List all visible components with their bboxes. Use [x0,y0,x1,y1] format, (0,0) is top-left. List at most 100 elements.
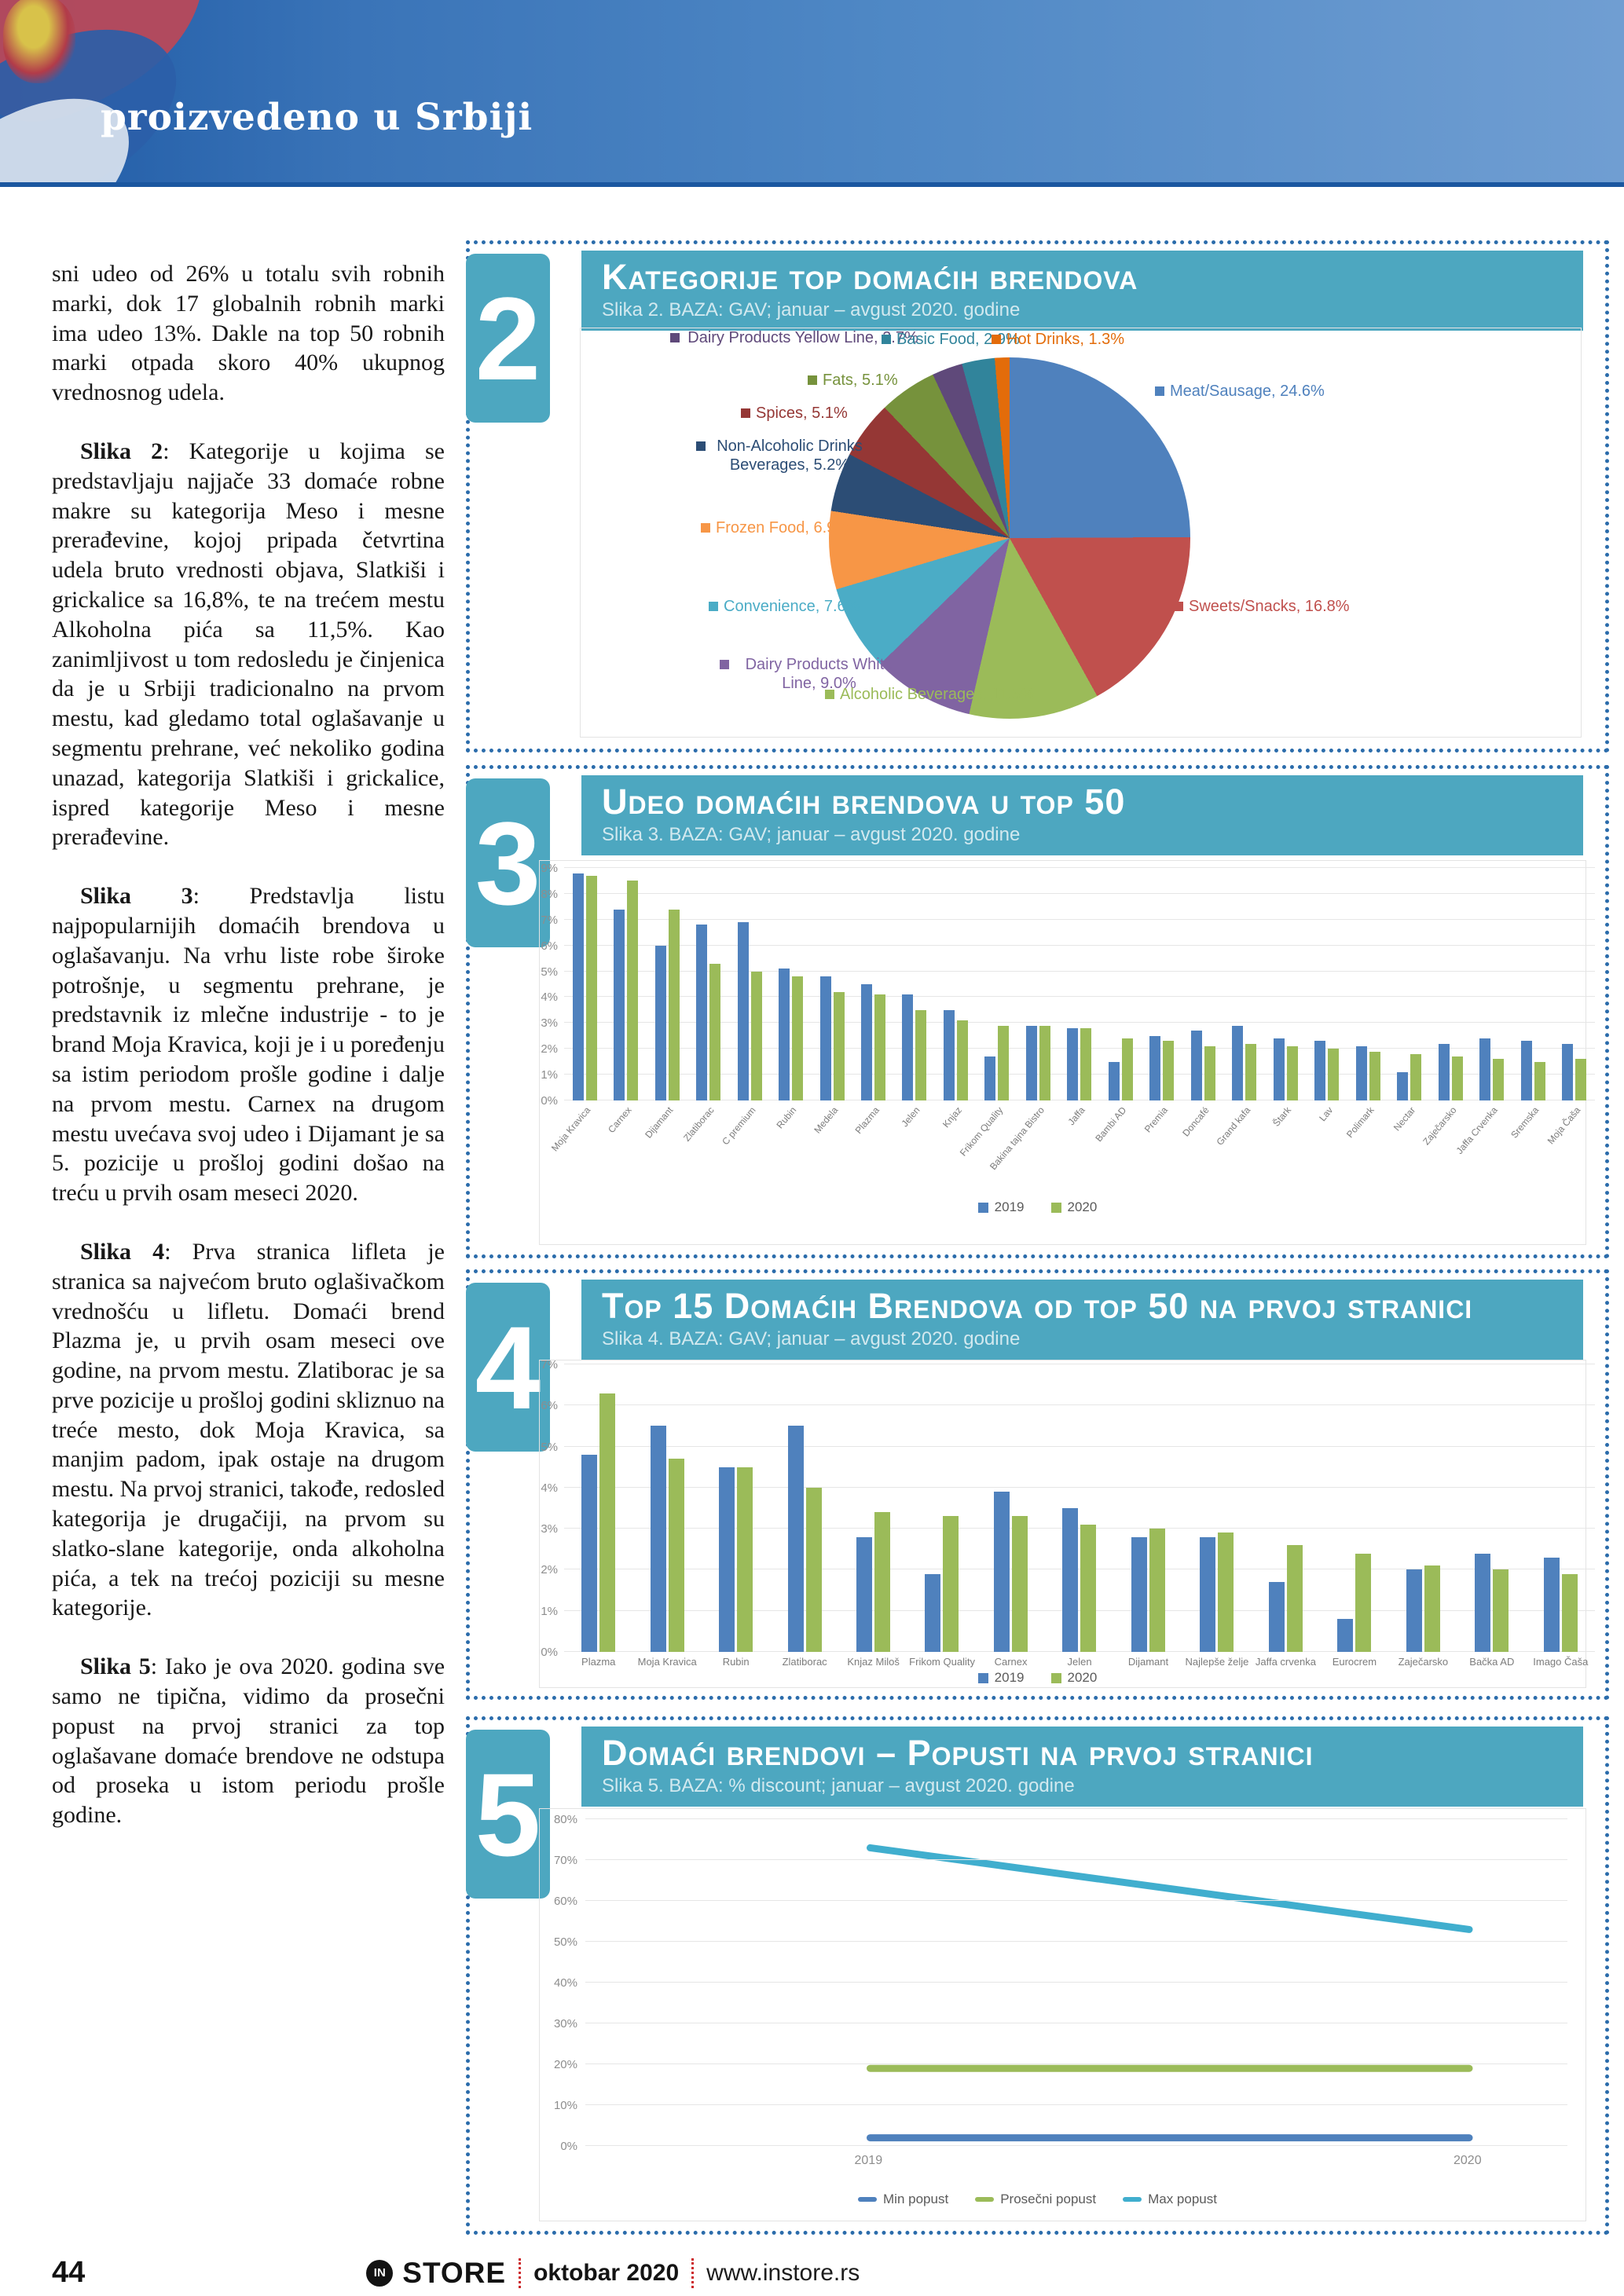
y-axis-label: 30% [553,2017,577,2031]
legend-swatch [992,335,1001,344]
chart-frame [580,328,1582,738]
in-badge-icon: IN [366,2259,394,2287]
bar-2020 [585,875,597,1100]
figure-number-badge: 2 [466,254,550,423]
serbia-flag-art [0,0,244,182]
category-label: Bambi AD [1093,1104,1129,1144]
category-label: Dijamant [643,1104,676,1141]
bar-2019 [1108,1061,1120,1100]
bar-group [856,1512,891,1652]
bar-group [925,1516,959,1652]
bar-group [1520,1041,1545,1100]
bar-group [650,1426,684,1652]
bar-2019 [1232,1025,1244,1100]
category-label: Dijamant [1127,1656,1169,1668]
bar-2019 [943,1009,955,1100]
y-axis-label: 5% [541,1440,558,1454]
legend-swatch [1050,1672,1061,1683]
y-axis-label: 6% [541,939,558,953]
bar-group [654,909,680,1100]
legend-swatch [882,335,891,344]
category-label: Jaffa [1065,1104,1088,1128]
bar-2019 [925,1573,941,1652]
bar-group [1543,1557,1578,1652]
bar-2019 [902,994,914,1100]
page-header: proizvedeno u Srbiji [0,0,1624,182]
bar-2019 [654,945,666,1100]
gridline [585,2145,1567,2146]
bar-group [1149,1035,1175,1100]
bar-2020 [1451,1056,1463,1100]
bar-2020 [1245,1043,1257,1100]
gridline [564,892,1595,894]
chart-frame [539,1808,1586,2221]
chart-subtitle: Slika 5. BAZA: % discount; januar – avgu… [602,1775,1075,1797]
series-Max popust [867,1844,1473,1933]
category-label: Zlatiborac [681,1104,717,1144]
pie-label-dairy-yellow: Dairy Products Yellow Line, 2.7% [670,329,921,348]
legend-item: 2020 [1050,1670,1097,1686]
category-label: Eurocrem [1332,1656,1377,1668]
bar-group [1561,1043,1586,1100]
category-label: Doncafé [1180,1104,1212,1139]
bar-2020 [1121,1038,1133,1100]
bar-group [1067,1027,1092,1100]
category-label: Nectar [1391,1104,1417,1133]
bar-2020 [750,971,762,1100]
category-label: Bakina tajna Bistro [987,1104,1047,1173]
y-axis-label: 0% [541,1094,558,1108]
category-label: Carnex [606,1104,634,1135]
paragraph: Slika 4: Prva stranica lifleta je strani… [52,1238,445,1621]
legend-swatch [1050,1202,1061,1213]
category-label: Jaffa crvenka [1255,1656,1316,1668]
chart-header: Domaći brendovi – Popusti na prvoj stran… [581,1727,1583,1807]
pie-label-convenience: Convenience, 7.6% [709,598,860,617]
category-label: Rubin [722,1656,750,1668]
legend-swatch [977,1672,988,1683]
chart-title: Domaći brendovi – Popusti na prvoj stran… [602,1733,1314,1773]
bar-2019 [1025,1025,1037,1100]
category-label: Bačka AD [1469,1656,1515,1668]
bar-2020 [1286,1045,1298,1100]
bar-group [572,873,597,1100]
legend-swatch [1174,602,1183,611]
y-axis-label: 3% [541,1522,558,1536]
gridline [585,2063,1567,2064]
chart-header: Top 15 Domaćih Brendova od top 50 na prv… [581,1280,1583,1360]
gridline [564,1445,1595,1447]
footer-divider [691,2258,695,2288]
gridline [585,1941,1567,1942]
bar-2020 [1561,1573,1578,1652]
pie-label-alcoholic: Alcoholic Beverages, 11.5% [825,686,1035,705]
bar-plot: 0% 1% 2% 3% 4% 5% 6% 7% [541,1358,1595,1659]
bar-2019 [719,1467,735,1652]
figure-block-3: 3 Udeo domaćih brendova u top 50 Slika 3… [466,765,1609,1258]
pie-label-fats: Fats, 5.1% [808,372,898,390]
legend-item: 2019 [977,1199,1025,1215]
bar-2020 [1355,1553,1372,1652]
bar-2019 [1314,1041,1326,1100]
pie-chart [829,357,1190,719]
y-axis-label: 5% [541,965,558,979]
bar-2019 [1397,1071,1409,1100]
bar-group [819,976,845,1100]
y-axis-label: 7% [541,1358,558,1371]
issue-date: oktobar 2020 [533,2259,680,2286]
bar-2020 [1493,1569,1509,1652]
bar-2019 [1561,1043,1573,1100]
legend-swatch [858,2197,878,2202]
paragraph: Slika 2: Kategorije u kojima se predstav… [52,438,445,851]
bar-2020 [833,991,845,1100]
pie-label-basic-food: Basic Food, 2.9% [882,331,1020,350]
category-label: Plazma [852,1104,882,1137]
category-label: Najlepše želje [1185,1656,1249,1668]
category-label: Jaffa Crvenka [1454,1104,1500,1156]
legend-item: Prosečni popust [975,2192,1096,2207]
bar-2020 [874,1512,891,1652]
category-label: Zaječarsko [1398,1656,1449,1668]
category-label: Zlatiborac [782,1656,827,1668]
gridline [564,1048,1595,1049]
gridline [564,944,1595,946]
bar-2020 [998,1025,1010,1100]
bar-group [1355,1045,1380,1100]
